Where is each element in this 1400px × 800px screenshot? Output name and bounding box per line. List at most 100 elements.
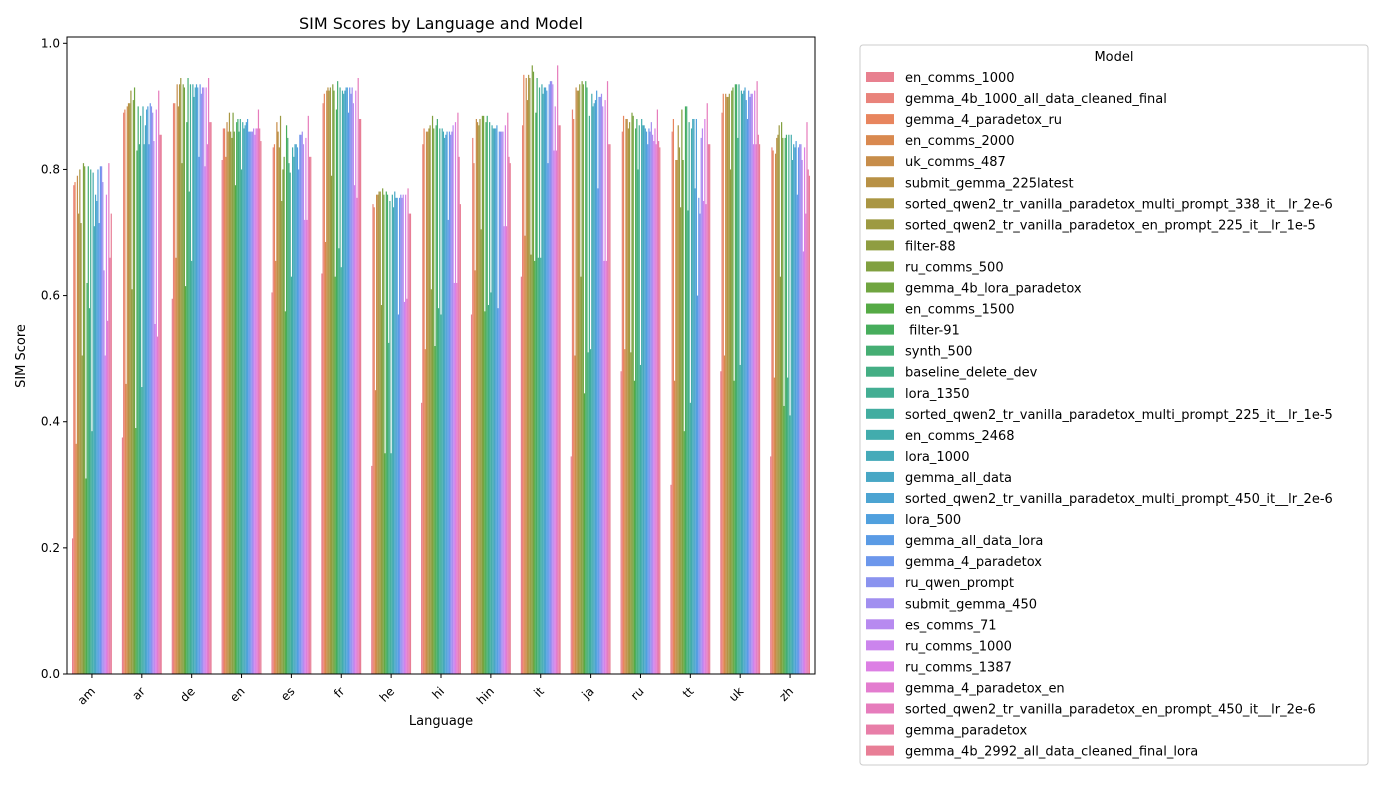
bar: [87, 166, 89, 675]
bar: [704, 118, 706, 675]
bar: [491, 125, 493, 675]
bar: [655, 144, 657, 675]
bar: [444, 137, 446, 674]
bar: [290, 276, 293, 674]
bar: [485, 122, 487, 674]
bar: [779, 276, 781, 674]
bar: [287, 137, 289, 674]
bar: [301, 131, 303, 675]
bar: [295, 144, 297, 675]
bar: [535, 112, 537, 675]
bar: [507, 112, 509, 675]
bar: [245, 122, 247, 674]
bar: [406, 298, 408, 674]
bar: [498, 131, 500, 675]
bar: [547, 163, 549, 674]
y-tick-label: 0.2: [41, 541, 60, 555]
bar: [308, 156, 311, 674]
x-tick-label: zh: [776, 684, 796, 704]
bar: [199, 84, 201, 675]
bar: [448, 131, 451, 675]
bar: [543, 87, 545, 674]
bar: [243, 128, 245, 674]
bar: [750, 93, 752, 674]
x-tick-label: it: [531, 684, 547, 700]
bar: [238, 131, 240, 675]
bar: [639, 364, 642, 674]
bar: [603, 260, 605, 674]
bar: [142, 106, 144, 674]
bar: [692, 118, 694, 675]
bar: [374, 390, 377, 674]
bar: [394, 191, 396, 674]
bar: [423, 128, 425, 674]
bar: [346, 87, 348, 674]
bar: [251, 131, 254, 675]
bar: [670, 484, 672, 674]
bar: [740, 90, 743, 675]
x-axis: am ar de en es fr he hi hin it ja ru tt uk zh: [75, 674, 796, 708]
bar: [583, 393, 586, 674]
bar: [221, 159, 223, 675]
bar: [621, 131, 623, 675]
legend-swatch: [866, 471, 894, 482]
bar: [351, 87, 353, 674]
bar: [379, 191, 381, 674]
legend-label: uk_comms_487: [905, 155, 1006, 170]
x-tick-label: uk: [726, 684, 746, 704]
bar: [599, 96, 601, 675]
bar: [509, 163, 511, 674]
legend: Model en_comms_1000 gemma_4b_1000_all_dat…: [859, 44, 1369, 766]
bar: [304, 219, 306, 674]
bar: [376, 194, 378, 675]
bar: [570, 456, 572, 674]
bar: [659, 147, 661, 674]
bar: [75, 443, 77, 674]
bar: [424, 349, 426, 674]
bar: [231, 137, 233, 674]
bar: [176, 84, 178, 675]
bar: [523, 74, 525, 675]
bar: [752, 144, 755, 675]
bar: [528, 74, 530, 675]
bar: [727, 96, 729, 675]
bar: [279, 115, 282, 675]
bar: [178, 84, 181, 675]
bar: [302, 144, 305, 675]
bar: [400, 194, 402, 675]
bar: [384, 453, 386, 674]
bar: [777, 134, 779, 674]
legend-label: gemma_4b_2992_all_data_cleaned_final_lor…: [905, 745, 1198, 760]
bar: [337, 81, 339, 674]
legend-swatch: [866, 493, 894, 503]
bar: [541, 84, 543, 675]
legend-label: gemma_4_paradetox_en: [905, 681, 1065, 696]
legend-label: en_comms_1000: [905, 71, 1015, 86]
bar: [436, 118, 438, 675]
bar: [86, 282, 88, 674]
bar: [329, 87, 331, 674]
legend-label: sorted_qwen2_tr_vanilla_paradetox_en_pro…: [905, 703, 1316, 718]
bar: [631, 112, 633, 675]
bar: [537, 257, 539, 674]
y-axis-title: SIM Score: [14, 324, 29, 388]
bar: [293, 156, 295, 674]
bar: [632, 115, 634, 675]
bar: [495, 128, 497, 674]
bar: [677, 125, 679, 675]
legend-label: baseline_delete_dev: [905, 366, 1038, 381]
bar: [275, 260, 277, 674]
bar: [136, 150, 138, 674]
bar: [620, 371, 622, 674]
bar: [582, 84, 584, 675]
bar: [188, 191, 190, 674]
bar: [146, 109, 148, 674]
bar: [628, 122, 631, 674]
bar: [298, 169, 300, 674]
bar: [794, 147, 796, 674]
bar: [421, 402, 423, 674]
y-axis: 0.0 0.2 0.4 0.6 0.8 1.0: [41, 36, 67, 681]
bar: [333, 90, 335, 675]
bar: [276, 122, 278, 674]
bar: [85, 478, 87, 674]
